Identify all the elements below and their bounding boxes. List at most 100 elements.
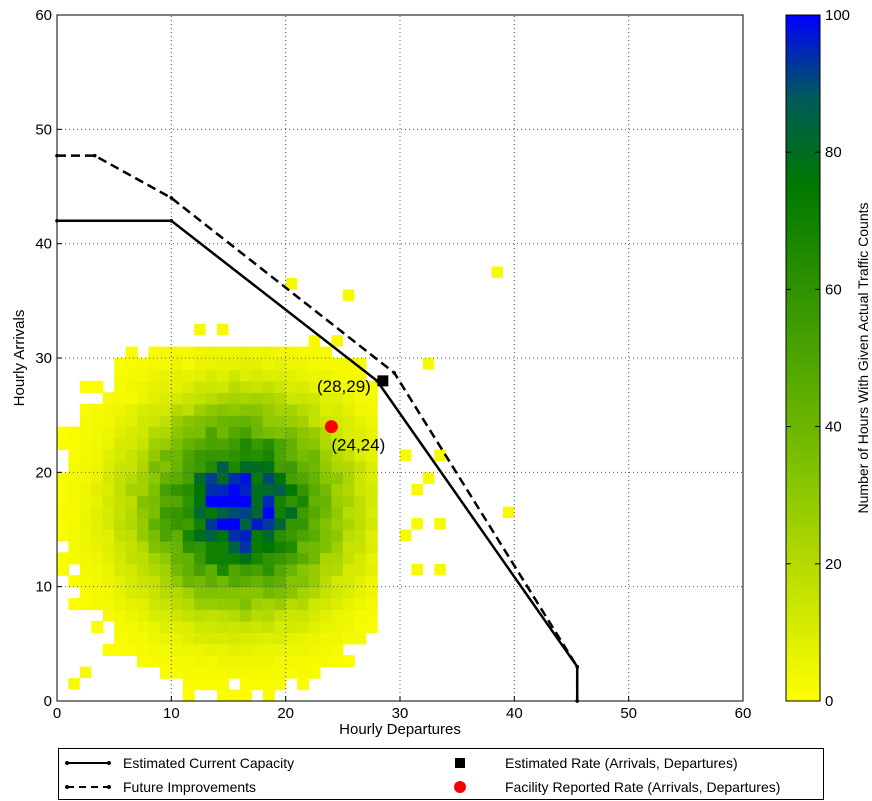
colorbar [785, 14, 821, 702]
heatmap-cell [319, 540, 332, 553]
heatmap-cell [228, 620, 241, 633]
heatmap-cell [297, 438, 310, 451]
heatmap-cell [125, 586, 138, 599]
heatmap-cell [171, 403, 184, 416]
heatmap-cell [114, 506, 127, 519]
heatmap-cell [194, 506, 207, 519]
heatmap-cell [217, 666, 230, 679]
heatmap-cell [182, 586, 195, 599]
heatmap-cell [262, 620, 275, 633]
heatmap-cell [251, 380, 264, 393]
heatmap-cell [365, 575, 378, 588]
heatmap-cell [308, 438, 321, 451]
heatmap-cell [319, 506, 332, 519]
heatmap-cell [308, 529, 321, 542]
heatmap-cell [79, 472, 92, 485]
heatmap-cell [274, 540, 287, 553]
legend-item-current-capacity: Estimated Current Capacity [65, 751, 294, 775]
heatmap-cell [251, 666, 264, 679]
heatmap-cell [365, 483, 378, 496]
heatmap-cell [319, 380, 332, 393]
heatmap-cell [251, 563, 264, 576]
heatmap-cell [159, 472, 172, 485]
heatmap-cell [308, 380, 321, 393]
heatmap-cell [125, 346, 138, 359]
line-vertex [169, 219, 174, 223]
heatmap-cell [57, 472, 70, 485]
heatmap-cell [137, 460, 150, 473]
heatmap-cell [319, 632, 332, 645]
heatmap-cell [125, 460, 138, 473]
heatmap-cell [308, 358, 321, 371]
heatmap-cell [331, 369, 344, 382]
heatmap-cell [354, 380, 367, 393]
heatmap-cell [354, 449, 367, 462]
heatmap-cell [182, 415, 195, 428]
heatmap-cell [331, 438, 344, 451]
heatmap-cell [91, 483, 104, 496]
heatmap-cell [239, 655, 252, 668]
heatmap-cell [239, 358, 252, 371]
heatmap-cell [159, 598, 172, 611]
heatmap-cell [137, 540, 150, 553]
heatmap-cell [159, 403, 172, 416]
heatmap-cell [251, 369, 264, 382]
heatmap-cell [297, 472, 310, 485]
capacity-lines [55, 153, 580, 703]
heatmap-cell [319, 609, 332, 622]
heatmap-cell [125, 529, 138, 542]
heatmap-cell [57, 438, 70, 451]
heatmap-cell [400, 449, 412, 461]
heatmap-cell [125, 506, 138, 519]
heatmap-cell [274, 632, 287, 645]
heatmap-cell [114, 495, 127, 508]
heatmap-cell [342, 415, 355, 428]
heatmap-cell [205, 415, 218, 428]
heatmap-cell [285, 506, 298, 519]
heatmap-cell [285, 369, 298, 382]
heatmap-cell [365, 472, 378, 485]
heatmap-cell [114, 620, 127, 633]
heatmap-cell [137, 380, 150, 393]
heatmap-cell [114, 403, 127, 416]
heatmap-cell [251, 678, 264, 691]
heatmap-cell [239, 392, 252, 405]
heatmap-cell [102, 540, 115, 553]
heatmap-cell [239, 369, 252, 382]
heatmap-cell [354, 426, 367, 439]
heatmap-cell [239, 495, 252, 508]
heatmap-cell [228, 666, 241, 679]
heatmap-cell [262, 392, 275, 405]
heatmap-cell [354, 358, 367, 371]
heatmap-cell [274, 392, 287, 405]
heatmap-cell [342, 563, 355, 576]
heatmap-cell [125, 426, 138, 439]
heatmap-cell [194, 346, 207, 359]
heatmap-cell [137, 655, 150, 668]
heatmap-cell [217, 598, 230, 611]
heatmap-cell [159, 369, 172, 382]
heatmap-cell [171, 358, 184, 371]
heatmap-cell [148, 392, 161, 405]
outlier-cells [68, 266, 515, 690]
heatmap-cell [91, 540, 104, 553]
heatmap-cell [308, 540, 321, 553]
heatmap-cell [102, 449, 115, 462]
heatmap-cell [285, 358, 298, 371]
heatmap-cell [274, 518, 287, 531]
heatmap-cell [354, 620, 367, 633]
heatmap-cell [365, 415, 378, 428]
heatmap-cell [239, 518, 252, 531]
heatmap-cell [297, 678, 310, 691]
heatmap-cell [297, 609, 310, 622]
heatmap-cell [308, 495, 321, 508]
heatmap-cell [148, 380, 161, 393]
heatmap-cell [228, 426, 241, 439]
heatmap-cell [251, 460, 264, 473]
heatmap-cell [297, 518, 310, 531]
heatmap-cell [114, 540, 127, 553]
heatmap-cell [125, 643, 138, 656]
y-tick-label: 20 [35, 464, 52, 481]
heatmap-cell [217, 472, 230, 485]
heatmap-cell [228, 358, 241, 371]
